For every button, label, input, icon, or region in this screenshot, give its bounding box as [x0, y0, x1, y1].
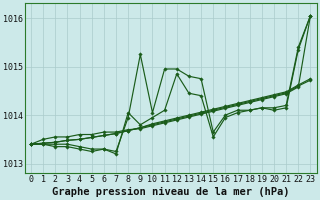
X-axis label: Graphe pression niveau de la mer (hPa): Graphe pression niveau de la mer (hPa) — [52, 186, 290, 197]
